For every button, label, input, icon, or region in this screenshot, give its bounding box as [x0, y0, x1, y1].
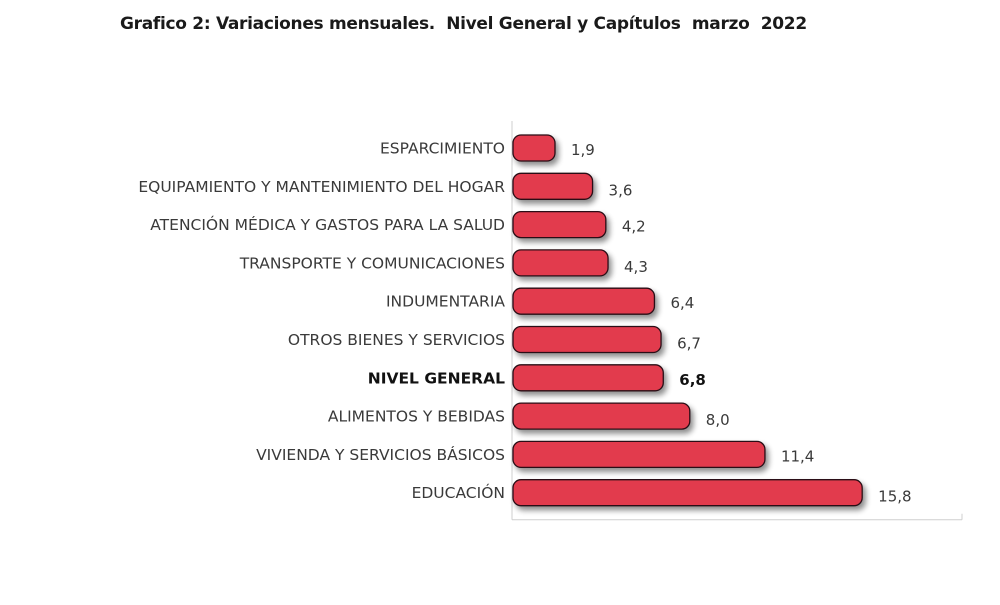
bar — [512, 364, 664, 392]
category-label: ALIMENTOS Y BEBIDAS — [328, 408, 505, 426]
category-label: VIVIENDA Y SERVICIOS BÁSICOS — [256, 445, 505, 464]
bar — [512, 287, 656, 315]
data-label: 6,4 — [670, 294, 694, 312]
category-label: EDUCACIÓN — [412, 483, 505, 502]
category-label: EQUIPAMIENTO Y MANTENIMIENTO DEL HOGAR — [138, 178, 505, 196]
category-label: TRANSPORTE Y COMUNICACIONES — [239, 254, 505, 272]
category-label: ATENCIÓN MÉDICA Y GASTOS PARA LA SALUD — [150, 215, 505, 234]
data-label: 6,8 — [679, 371, 706, 389]
category-label: OTROS BIENES Y SERVICIOS — [288, 331, 505, 349]
data-label: 8,0 — [706, 411, 730, 429]
bar — [512, 172, 594, 200]
data-label: 6,7 — [677, 335, 701, 353]
data-label: 15,8 — [878, 488, 911, 506]
bar — [512, 325, 662, 354]
category-label: NIVEL GENERAL — [368, 369, 505, 387]
category-label: ESPARCIMIENTO — [380, 140, 505, 158]
bar — [512, 210, 607, 239]
bar — [512, 249, 609, 277]
bar — [512, 402, 691, 430]
data-label: 11,4 — [781, 447, 814, 465]
bar — [512, 134, 556, 162]
category-label: INDUMENTARIA — [386, 293, 505, 311]
data-label: 3,6 — [609, 181, 633, 199]
data-label: 4,2 — [622, 218, 646, 236]
bar — [512, 440, 766, 469]
chart-title: Grafico 2: Variaciones mensuales. Nivel … — [120, 14, 807, 34]
bar — [512, 479, 863, 507]
data-label: 4,3 — [624, 258, 648, 276]
data-label: 1,9 — [571, 141, 595, 159]
